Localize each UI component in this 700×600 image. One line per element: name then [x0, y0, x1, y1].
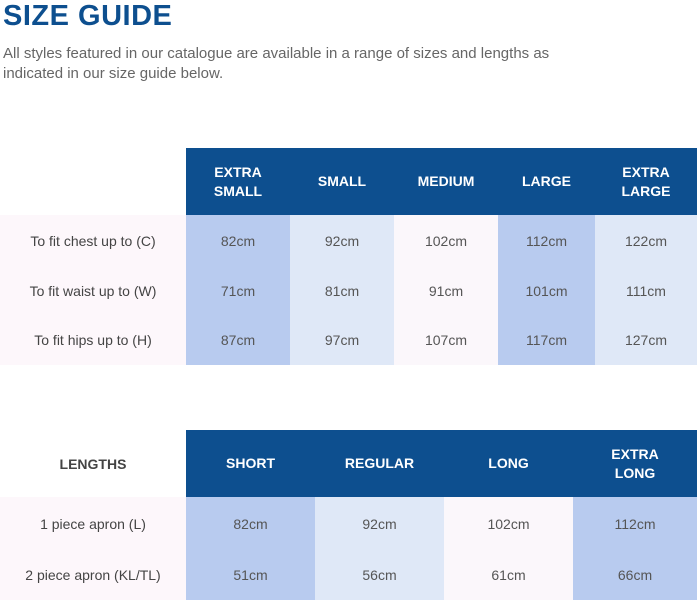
table-cell: 107cm	[394, 315, 498, 365]
column-header: SMALL	[290, 148, 394, 215]
table-cell: 102cm	[444, 497, 573, 550]
table-cell: 127cm	[595, 315, 697, 365]
table-cell: 111cm	[595, 266, 697, 315]
page-title: SIZE GUIDE	[3, 0, 173, 32]
table-cell: 92cm	[290, 215, 394, 266]
sizes-table: EXTRA SMALL SMALL MEDIUM LARGE EXTRA LAR…	[0, 148, 697, 365]
row-label: 2 piece apron (KL/TL)	[0, 550, 186, 600]
row-label: 1 piece apron (L)	[0, 497, 186, 550]
column-header: MEDIUM	[394, 148, 498, 215]
table-cell: 102cm	[394, 215, 498, 266]
table-cell: 87cm	[186, 315, 290, 365]
table-cell: 101cm	[498, 266, 595, 315]
table-cell: 81cm	[290, 266, 394, 315]
row-label: To fit chest up to (C)	[0, 215, 186, 266]
table-cell: 82cm	[186, 497, 315, 550]
column-header: EXTRA LARGE	[595, 148, 697, 215]
table-cell: 66cm	[573, 550, 697, 600]
table-cell: 92cm	[315, 497, 444, 550]
table-corner	[0, 148, 186, 215]
table-cell: 82cm	[186, 215, 290, 266]
lengths-heading: LENGTHS	[59, 455, 127, 472]
column-header: LONG	[444, 430, 573, 497]
column-header: REGULAR	[315, 430, 444, 497]
table-cell: 97cm	[290, 315, 394, 365]
table-cell: 112cm	[573, 497, 697, 550]
column-header: SHORT	[186, 430, 315, 497]
row-label: To fit waist up to (W)	[0, 266, 186, 315]
table-cell: 117cm	[498, 315, 595, 365]
table-cell: 61cm	[444, 550, 573, 600]
intro-text: All styles featured in our catalogue are…	[3, 45, 550, 82]
table-cell: 122cm	[595, 215, 697, 266]
column-header: LARGE	[498, 148, 595, 215]
table-cell: 91cm	[394, 266, 498, 315]
lengths-table: LENGTHS SHORT REGULAR LONG EXTRA LONG 1 …	[0, 430, 697, 600]
row-label: To fit hips up to (H)	[0, 315, 186, 365]
column-header: EXTRA SMALL	[186, 148, 290, 215]
table-cell: 56cm	[315, 550, 444, 600]
table-cell: 71cm	[186, 266, 290, 315]
column-header: EXTRA LONG	[573, 430, 697, 497]
table-cell: 51cm	[186, 550, 315, 600]
table-cell: 112cm	[498, 215, 595, 266]
